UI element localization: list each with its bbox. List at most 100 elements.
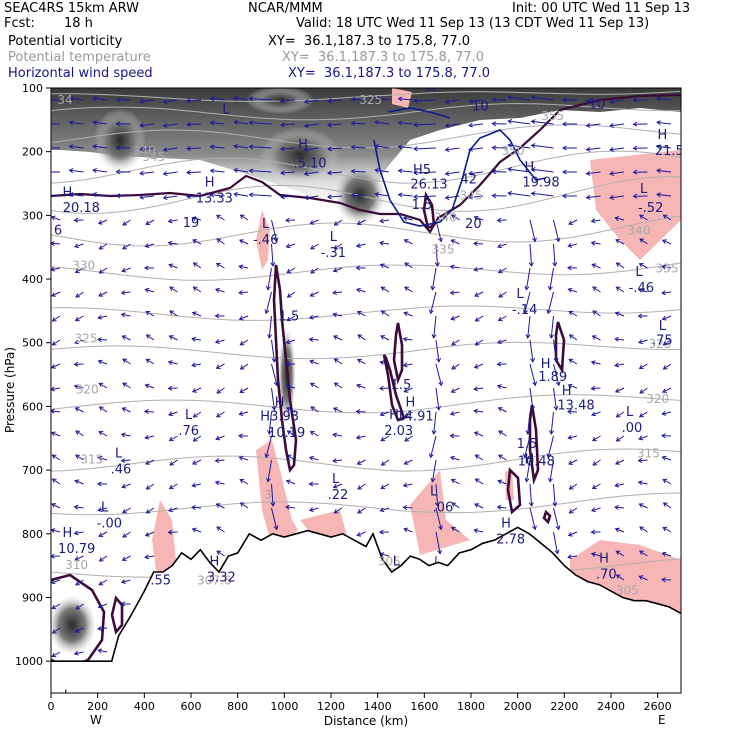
wind-vector-head [402, 336, 408, 342]
extremum-label: H5 [413, 163, 431, 178]
wind-vector-head [169, 461, 175, 466]
wind-vector-head [639, 550, 644, 555]
wind-vector-head [615, 262, 621, 267]
wind-vector-head [637, 288, 643, 293]
wind-vector-head [332, 312, 338, 318]
wind-vector [186, 99, 202, 102]
wind-vector-head [437, 549, 442, 555]
wind-vector [351, 122, 366, 125]
wind-vector-head [215, 503, 221, 508]
wind-vector [69, 121, 84, 125]
wind-vector-head [214, 480, 220, 486]
wind-vector-head [491, 145, 497, 151]
wind-vector-head [615, 239, 621, 244]
wind-vector [586, 171, 601, 175]
wind-vector-head [74, 268, 80, 274]
wind-vector [98, 531, 108, 537]
wind-vector-head [333, 508, 339, 514]
extremum-label: L [332, 472, 340, 487]
wind-vector-head [264, 453, 270, 459]
theta-label: 305 [616, 583, 639, 597]
wind-vector [497, 385, 507, 389]
wind-vector-head [168, 263, 174, 269]
wind-vector [473, 242, 484, 245]
wind-vector [375, 97, 390, 101]
extremum-label: -.46 [629, 281, 654, 296]
wind-vector [591, 219, 601, 222]
pink-shade-right-low [570, 540, 681, 620]
wind-vector-head [638, 575, 644, 580]
wind-vector-head [285, 217, 290, 223]
pv-contour-tropopause [51, 93, 681, 234]
wind-vector-head [120, 290, 126, 296]
wind-vector [550, 411, 554, 434]
wind-vector [51, 529, 61, 533]
wind-vector-head [638, 503, 644, 508]
wind-vector [52, 454, 61, 461]
wind-vector [145, 243, 155, 247]
extremum-label: 21.5 [655, 144, 684, 159]
wind-vector-head [73, 361, 79, 367]
wind-vector [121, 313, 131, 317]
wind-vector [286, 315, 296, 321]
extremum-label: 42 [460, 173, 477, 188]
wind-vector [192, 483, 202, 487]
wind-vector-head [662, 478, 668, 484]
wind-vector-head [46, 194, 49, 198]
wind-vector-head [546, 309, 552, 315]
extremum-label: 6 [54, 223, 62, 238]
wind-vector-head [214, 313, 220, 319]
wind-vector-head [286, 430, 292, 435]
wind-vector [639, 263, 648, 269]
wind-vector-head [73, 530, 79, 536]
wind-vector-head [590, 552, 596, 557]
pv-contour-cell [506, 467, 522, 515]
wind-vector [145, 531, 155, 537]
wind-vector [234, 193, 249, 197]
theta-label: 325 [649, 337, 672, 351]
wind-vector-head [186, 193, 191, 199]
wind-vector [140, 195, 155, 199]
wind-vector-head [562, 145, 567, 151]
wind-vector [122, 555, 131, 561]
extremum-label: 10.19 [268, 426, 305, 441]
wind-vector-head [567, 265, 572, 271]
wind-vector-head [248, 144, 254, 150]
wind-vector [145, 311, 155, 317]
wind-vector [529, 507, 536, 530]
wind-vector [497, 243, 507, 248]
wind-vector-head [139, 194, 144, 200]
x-tick-label: 600 [181, 700, 202, 713]
wind-vector-head [532, 237, 537, 243]
pv-core [94, 108, 146, 172]
wind-vector-head [661, 411, 667, 416]
wind-vector [657, 145, 672, 149]
wind-vector [524, 435, 531, 458]
wind-vector-head [238, 315, 244, 321]
wind-vector-head [74, 479, 80, 484]
wind-vector-head [374, 119, 379, 125]
wind-vector [430, 291, 437, 314]
wind-vector-head [73, 384, 79, 390]
y-tick-label: 700 [22, 464, 43, 477]
theta-label: 345 [460, 188, 483, 202]
wind-vector-head [167, 529, 173, 535]
wind-vector-head [286, 407, 292, 412]
theta-label: 335 [656, 262, 679, 276]
wind-vector [445, 99, 460, 103]
wind-vector-head [248, 96, 254, 102]
wind-vector [192, 363, 202, 366]
wind-vector-head [273, 525, 279, 531]
wind-vector-head [309, 382, 315, 388]
wind-vector-head [474, 292, 480, 297]
wind-vector [615, 387, 625, 393]
wind-vector-head [333, 382, 339, 387]
wind-vector [568, 311, 578, 317]
y-tick-label: 200 [22, 146, 43, 159]
wind-vector [99, 579, 108, 586]
wind-vector [333, 483, 343, 488]
pv-contour-surface [110, 595, 124, 635]
wind-vector [549, 459, 554, 482]
wind-vector-head [192, 437, 198, 442]
wind-vector-head [74, 628, 80, 633]
